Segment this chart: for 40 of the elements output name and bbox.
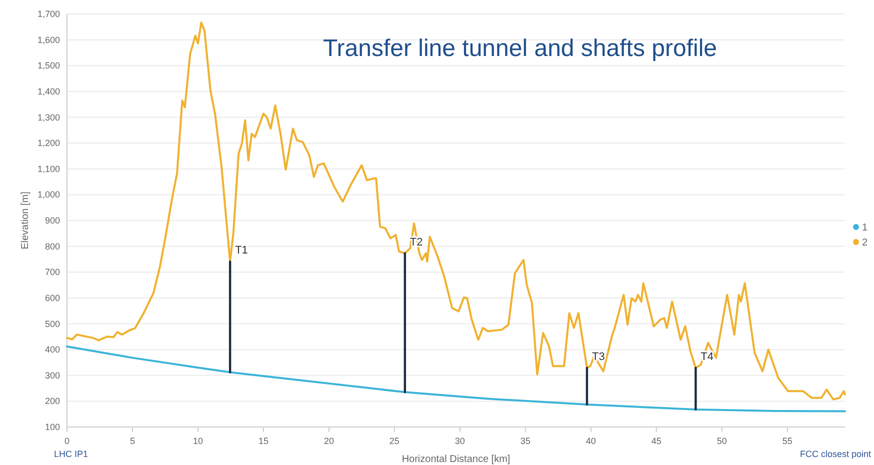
y-tick-label: 400: [44, 344, 60, 355]
x-tick-label: 5: [130, 436, 135, 446]
x-tick-label: 45: [651, 436, 662, 446]
x-tick-label: 55: [782, 436, 792, 446]
x-tick-label: 35: [520, 436, 530, 446]
x-tick-label: 15: [258, 436, 268, 446]
x-tick-label: 30: [454, 436, 465, 446]
y-tick-label: 100: [44, 422, 60, 432]
y-tick-label: 1,500: [37, 60, 60, 71]
x-tick-label: 25: [389, 436, 400, 446]
y-tick-label: 1,700: [37, 9, 60, 19]
text: FCC closest point: [800, 449, 872, 459]
x-tick-label: 10: [192, 436, 203, 446]
y-tick-label: 1,600: [37, 34, 60, 45]
y-tick-label: 800: [44, 241, 60, 252]
annotation: T3: [592, 350, 605, 363]
annotation: T1: [235, 244, 248, 257]
y-axis-title: Elevation [m]: [20, 191, 31, 250]
x-tick-label: 0: [64, 436, 70, 446]
y-tick-label: 500: [44, 318, 60, 329]
y-tick-label: 600: [44, 292, 60, 303]
y-tick-label: 1,000: [37, 190, 60, 200]
y-tick-label: 1,100: [37, 164, 60, 174]
y-tick-label: 1,300: [37, 112, 60, 122]
y-tick-label: 1,400: [37, 86, 60, 96]
y-tick-label: 200: [44, 396, 60, 406]
x-tick-label: 40: [586, 436, 596, 446]
y-tick-label: 300: [44, 370, 60, 380]
line-series: [66, 22, 846, 400]
x-axis-title: Horizontal Distance [km]: [402, 454, 510, 465]
line-series: [66, 345, 846, 412]
x-tick-label: 20: [324, 436, 334, 446]
text: LHC IP1: [54, 449, 88, 459]
y-tick-label: 1,200: [37, 138, 60, 148]
y-tick-label: 900: [44, 216, 60, 226]
text: Transfer line tunnel and shafts profile: [323, 35, 717, 62]
legend-label: 1: [862, 222, 868, 234]
x-tick-label: 50: [716, 436, 727, 446]
legend-label: 2: [862, 238, 868, 248]
y-tick-label: 700: [44, 267, 60, 278]
